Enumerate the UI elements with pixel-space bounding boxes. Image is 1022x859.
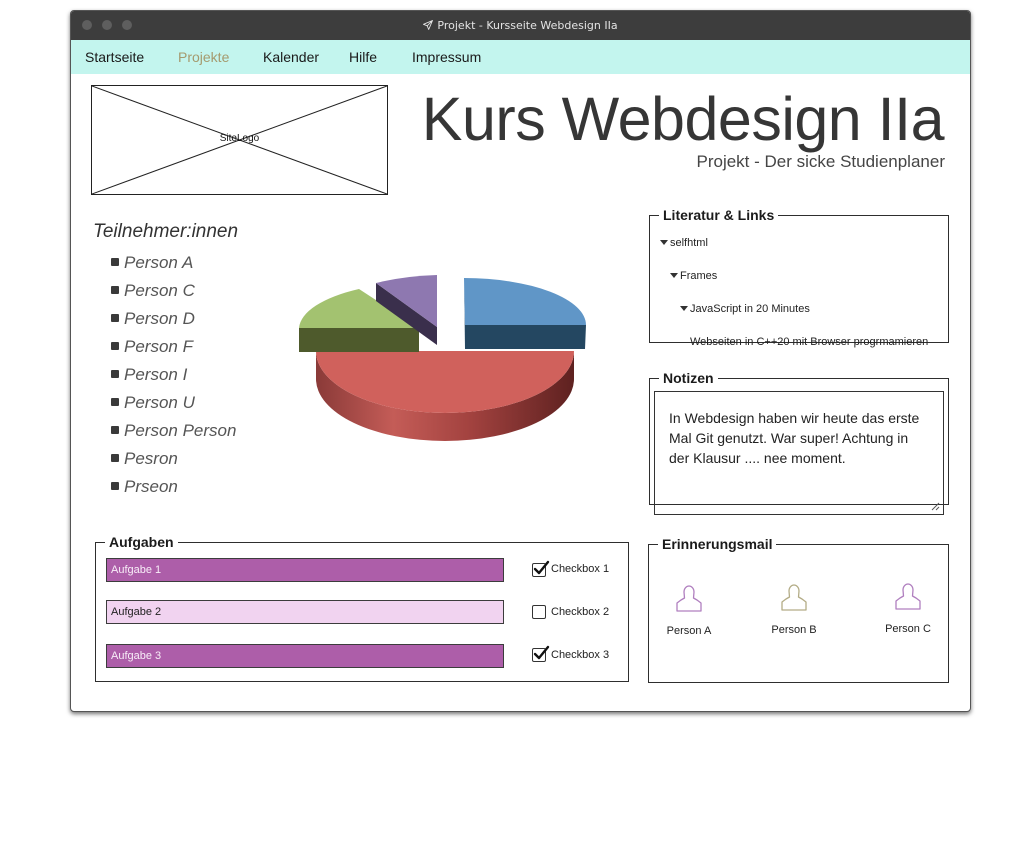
pie-slice-blue-side-left xyxy=(464,278,465,349)
menu-item-projekte[interactable]: Projekte xyxy=(178,49,230,65)
reminder-person-label: Person A xyxy=(666,625,712,637)
user-icon xyxy=(895,583,921,610)
pie-slice-purple xyxy=(376,275,437,327)
bullet-icon xyxy=(111,426,119,434)
page-subtitle: Projekt - Der sicke Studienplaner xyxy=(696,152,945,171)
resize-grip-icon[interactable] xyxy=(931,502,940,511)
list-item: Person C xyxy=(111,277,236,305)
list-item: Person I xyxy=(111,361,236,389)
participant-name: Person A xyxy=(124,253,194,272)
pie-slice-green-side xyxy=(299,328,419,352)
window-title: Projekt - Kursseite Webdesign IIa xyxy=(437,19,618,32)
list-item: Prseon xyxy=(111,473,236,501)
list-item: Person A xyxy=(111,249,236,277)
site-logo-placeholder: SiteLogo xyxy=(91,85,388,195)
task-checkbox-label-2: Checkbox 2 xyxy=(551,606,610,618)
title-bar: Projekt - Kursseite Webdesign IIa xyxy=(71,11,970,40)
bullet-icon xyxy=(111,454,119,462)
tree-item-javascript[interactable]: JavaScript in 20 Minutes xyxy=(680,303,810,315)
menu-item-startseite[interactable]: Startseite xyxy=(85,49,145,65)
reminder-person-c[interactable]: Person C xyxy=(868,581,948,635)
tree-item-label: selfhtml xyxy=(670,237,708,249)
reminder-person-label: Person C xyxy=(885,623,931,635)
notes-panel: Notizen In Webdesign haben wir heute das… xyxy=(649,370,949,515)
menu-item-hilfe[interactable]: Hilfe xyxy=(349,49,378,65)
bullet-icon xyxy=(111,398,119,406)
reminder-panel: Erinnerungsmail Person A Person B Person… xyxy=(648,537,949,683)
reminder-legend: Erinnerungsmail xyxy=(662,536,773,552)
pie-chart xyxy=(299,275,586,441)
participant-name: Person C xyxy=(124,281,195,300)
maximize-window-button[interactable] xyxy=(122,20,132,30)
list-item: Person F xyxy=(111,333,236,361)
menu-item-impressum[interactable]: Impressum xyxy=(412,49,482,65)
notes-text: In Webdesign haben wir heute das erste M… xyxy=(669,410,920,466)
reminder-person-b[interactable]: Person B xyxy=(754,582,834,636)
participants-list: Person A Person C Person D Person F Pers… xyxy=(111,249,236,501)
literature-panel: Literatur & Links selfhtml Frames JavaSc… xyxy=(649,207,949,348)
pie-slice-red xyxy=(316,351,574,413)
tree-item-label: Frames xyxy=(680,270,718,282)
tree-item-label: Webseiten in C++20 mit Browser progrmami… xyxy=(690,336,929,348)
pie-slice-blue-side xyxy=(465,325,586,349)
task-checkbox-3[interactable] xyxy=(532,645,550,662)
list-item: Person Person xyxy=(111,417,236,445)
bullet-icon xyxy=(111,314,119,322)
menu-item-kalender[interactable]: Kalender xyxy=(263,49,320,65)
close-window-button[interactable] xyxy=(82,20,92,30)
caret-down-icon[interactable] xyxy=(670,273,678,278)
tree-item-webseiten-cpp[interactable]: Webseiten in C++20 mit Browser progrmami… xyxy=(690,336,928,348)
checkmark-icon xyxy=(533,645,550,660)
user-icon xyxy=(781,584,807,611)
tasks-panel: Aufgaben Aufgabe 1 Checkbox 1 Aufgabe 2 … xyxy=(95,535,629,682)
bullet-icon xyxy=(111,482,119,490)
checkmark-icon xyxy=(533,560,550,575)
literature-legend: Literatur & Links xyxy=(663,207,775,223)
task-bar-3[interactable]: Aufgabe 3 xyxy=(106,644,504,668)
participants-heading: Teilnehmer:innen xyxy=(93,221,239,242)
caret-down-icon[interactable] xyxy=(660,240,668,245)
participant-name: Person F xyxy=(124,337,193,356)
task-checkbox-label-3: Checkbox 3 xyxy=(551,649,610,661)
task-bar-2[interactable]: Aufgabe 2 xyxy=(106,600,504,624)
site-logo-label: SiteLogo xyxy=(219,133,260,144)
task-checkbox-1[interactable] xyxy=(532,560,550,577)
participant-name: Prseon xyxy=(124,477,178,496)
paper-plane-icon xyxy=(423,12,434,41)
participant-name: Person Person xyxy=(124,421,237,440)
tree-item-label: JavaScript in 20 Minutes xyxy=(690,303,810,315)
bullet-icon xyxy=(111,342,119,350)
bullet-icon xyxy=(111,370,119,378)
browser-window: Projekt - Kursseite Webdesign IIa Starts… xyxy=(70,10,971,712)
list-item: Person U xyxy=(111,389,236,417)
bullet-icon xyxy=(111,286,119,294)
notes-legend: Notizen xyxy=(663,370,714,386)
window-title-container: Projekt - Kursseite Webdesign IIa xyxy=(71,11,970,40)
tasks-legend: Aufgaben xyxy=(109,534,174,550)
task-checkbox-2[interactable] xyxy=(532,605,546,619)
bullet-icon xyxy=(111,258,119,266)
tree-item-frames[interactable]: Frames xyxy=(670,270,717,282)
list-item: Person D xyxy=(111,305,236,333)
pie-slice-red-side xyxy=(316,351,574,441)
list-item: Pesron xyxy=(111,445,236,473)
main-menu: Startseite Projekte Kalender Hilfe Impre… xyxy=(71,40,970,74)
tree-item-selfhtml[interactable]: selfhtml xyxy=(660,237,708,249)
page-title: Kurs Webdesign IIa xyxy=(421,85,945,153)
participant-name: Person U xyxy=(124,393,195,412)
pie-slice-blue xyxy=(464,278,586,325)
reminder-person-a[interactable]: Person A xyxy=(649,583,729,637)
task-bar-1[interactable]: Aufgabe 1 xyxy=(106,558,504,582)
user-icon xyxy=(676,585,702,612)
participant-name: Person I xyxy=(124,365,188,384)
reminder-person-label: Person B xyxy=(771,624,817,636)
participant-name: Pesron xyxy=(124,449,178,468)
pie-slice-purple-side xyxy=(376,283,437,345)
caret-down-icon[interactable] xyxy=(680,306,688,311)
participant-name: Person D xyxy=(124,309,195,328)
minimize-window-button[interactable] xyxy=(102,20,112,30)
task-checkbox-label-1: Checkbox 1 xyxy=(551,563,610,575)
pie-slice-green xyxy=(299,289,419,328)
notes-textarea[interactable]: In Webdesign haben wir heute das erste M… xyxy=(654,391,944,515)
